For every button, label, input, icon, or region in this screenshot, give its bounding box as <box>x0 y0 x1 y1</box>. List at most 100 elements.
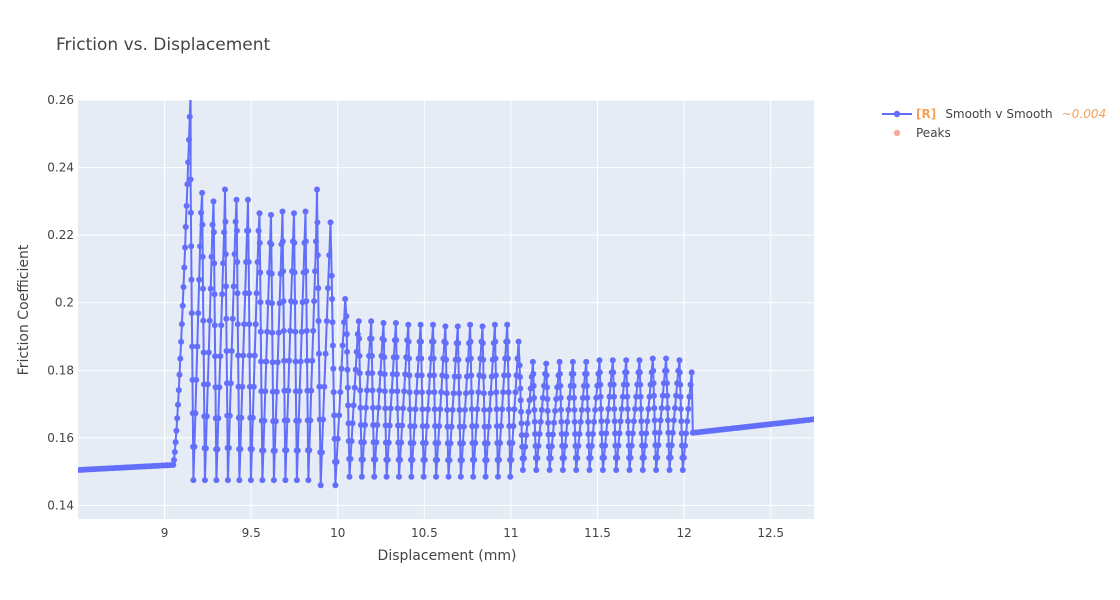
data-point <box>518 408 525 415</box>
data-point <box>473 423 480 430</box>
data-point <box>321 383 328 390</box>
data-point <box>408 473 415 480</box>
data-point <box>456 423 463 430</box>
data-point <box>456 406 463 413</box>
data-point <box>534 455 541 461</box>
data-point <box>419 389 425 396</box>
data-point <box>603 430 610 437</box>
data-point <box>204 381 211 388</box>
chart-title: Friction vs. Displacement <box>56 35 270 55</box>
data-point <box>311 298 318 305</box>
data-point <box>418 355 425 362</box>
data-point <box>611 406 618 412</box>
data-point <box>368 335 375 342</box>
data-point <box>574 455 581 461</box>
data-point <box>543 360 550 367</box>
data-point <box>310 327 317 334</box>
data-point <box>584 406 591 413</box>
data-point <box>212 353 219 360</box>
legend: [R] Smooth v Smooth ~0.004 Peaks <box>882 103 1106 140</box>
data-point <box>348 438 355 445</box>
data-point <box>225 444 232 451</box>
data-point <box>558 406 564 413</box>
legend-item-smooth[interactable]: [R] Smooth v Smooth ~0.004 <box>882 103 1106 122</box>
tick-labels: 9 9.5 10 10.5 11 11.5 12 12.5 0.14 0.16 0.18 0.2 0.2… <box>47 93 784 540</box>
data-point <box>637 381 644 388</box>
data-point <box>612 430 619 437</box>
data-point <box>275 329 282 336</box>
data-point <box>421 456 428 463</box>
data-point <box>652 429 658 436</box>
data-point <box>430 321 436 328</box>
data-point <box>545 431 552 438</box>
data-point <box>293 477 300 484</box>
data-point <box>543 372 550 379</box>
data-point <box>303 268 310 275</box>
data-point <box>172 439 179 446</box>
data-point <box>185 159 192 166</box>
legend-item-peaks[interactable]: Peaks <box>893 126 951 140</box>
data-point <box>352 366 359 373</box>
data-point <box>382 405 389 412</box>
data-point <box>420 473 427 480</box>
data-point <box>269 300 275 307</box>
data-point <box>472 440 479 446</box>
data-point <box>195 310 202 317</box>
y-tick-label: 0.18 <box>47 363 74 377</box>
data-point <box>430 355 437 362</box>
data-point <box>531 406 538 413</box>
data-point <box>556 370 563 377</box>
data-point <box>368 352 375 359</box>
data-point <box>598 430 605 437</box>
data-point <box>189 343 196 350</box>
data-point <box>611 418 618 425</box>
data-point <box>589 431 596 437</box>
data-point <box>268 241 275 248</box>
data-point <box>292 299 298 306</box>
data-point <box>598 406 604 412</box>
data-point <box>187 209 194 216</box>
data-point <box>387 405 394 412</box>
data-point <box>604 418 611 425</box>
data-point <box>570 370 577 377</box>
data-point <box>627 454 634 461</box>
data-point <box>218 322 225 329</box>
data-point <box>517 385 524 392</box>
data-point <box>609 357 616 364</box>
data-point <box>676 369 683 376</box>
data-point <box>432 423 439 430</box>
data-point <box>531 418 538 425</box>
data-point <box>316 383 323 390</box>
data-point <box>455 356 462 363</box>
data-point <box>326 252 333 259</box>
data-point <box>547 455 554 462</box>
data-point <box>531 394 537 401</box>
x-tick-label: 9 <box>161 526 169 540</box>
data-point <box>551 419 557 426</box>
data-point <box>364 387 370 394</box>
data-point <box>468 389 475 396</box>
data-point <box>220 260 227 267</box>
data-point <box>613 467 620 473</box>
data-point <box>663 367 670 374</box>
data-point <box>359 456 366 463</box>
data-point <box>633 393 640 400</box>
data-point <box>606 393 613 400</box>
data-point <box>186 113 193 120</box>
data-point <box>505 372 512 379</box>
data-point <box>191 443 198 450</box>
data-point <box>442 323 449 330</box>
data-point <box>435 440 442 446</box>
data-point <box>576 431 583 437</box>
data-point <box>545 419 552 426</box>
data-point <box>176 371 183 378</box>
data-point <box>393 371 400 378</box>
data-point <box>344 366 351 373</box>
data-point <box>460 423 467 430</box>
data-point <box>250 383 257 390</box>
data-point <box>599 467 606 473</box>
data-point <box>677 393 684 400</box>
data-point <box>654 454 661 461</box>
data-point <box>224 477 231 484</box>
data-point <box>571 406 578 413</box>
